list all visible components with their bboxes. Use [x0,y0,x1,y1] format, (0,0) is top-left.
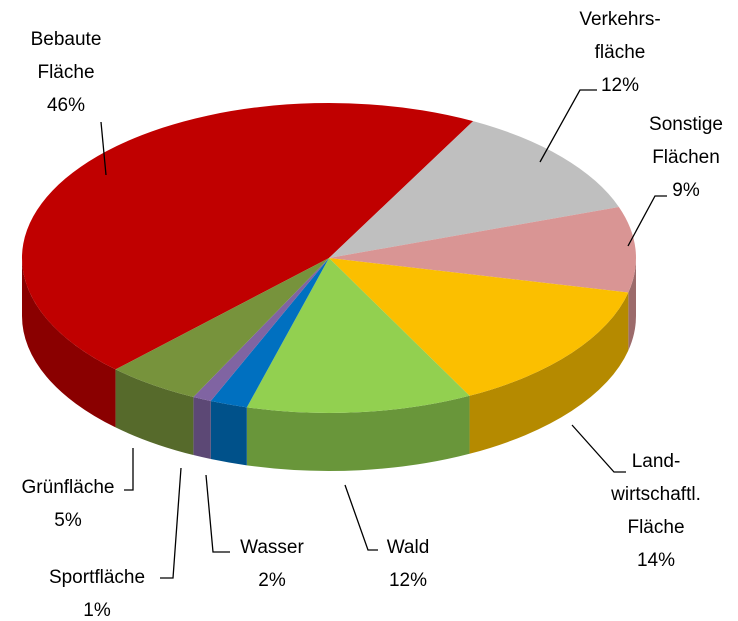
slice-label: Wasser [240,537,304,558]
slice-side [210,401,247,466]
leader-line [539,89,597,163]
value-label: 12% [601,75,639,96]
value-label: 2% [258,570,286,591]
value-label: 14% [637,550,675,571]
slice-label: fläche [595,42,646,63]
slice [193,258,329,402]
slice [21,102,474,370]
slice [246,258,470,413]
slice-label: Fläche [627,517,684,538]
value-label: 46% [47,95,85,116]
slice-side [246,395,470,471]
slice-label: Fläche [37,62,94,83]
slice-side [628,258,636,351]
value-label: 12% [389,570,427,591]
slice [115,258,329,398]
slice-label: Grünfläche [22,477,115,498]
slice-side [193,397,211,460]
slice [329,206,637,293]
slice [329,121,619,258]
leader-line [100,121,107,176]
leader-line [124,448,134,491]
leader-line [160,467,182,579]
leader-line [205,474,230,553]
slice-side [469,292,629,454]
value-label: 1% [83,600,111,621]
slice-label: Wald [387,537,430,558]
slice-label: Bebaute [31,29,102,50]
slice-label: Land- [632,451,681,472]
slice-label: Flächen [652,147,720,168]
slice [210,258,329,408]
value-label: 9% [672,180,700,201]
leader-line [627,195,667,247]
slice-label: wirtschaftl. [610,484,701,505]
value-label: 5% [54,510,82,531]
slice-side [115,369,194,456]
slice-label: Sportfläche [49,567,145,588]
slice-label: Verkehrs- [579,9,660,30]
leader-line [571,424,626,473]
slice [329,258,629,396]
slice-label: Sonstige [649,114,723,135]
leader-line [344,484,378,551]
slice-side [22,258,116,428]
